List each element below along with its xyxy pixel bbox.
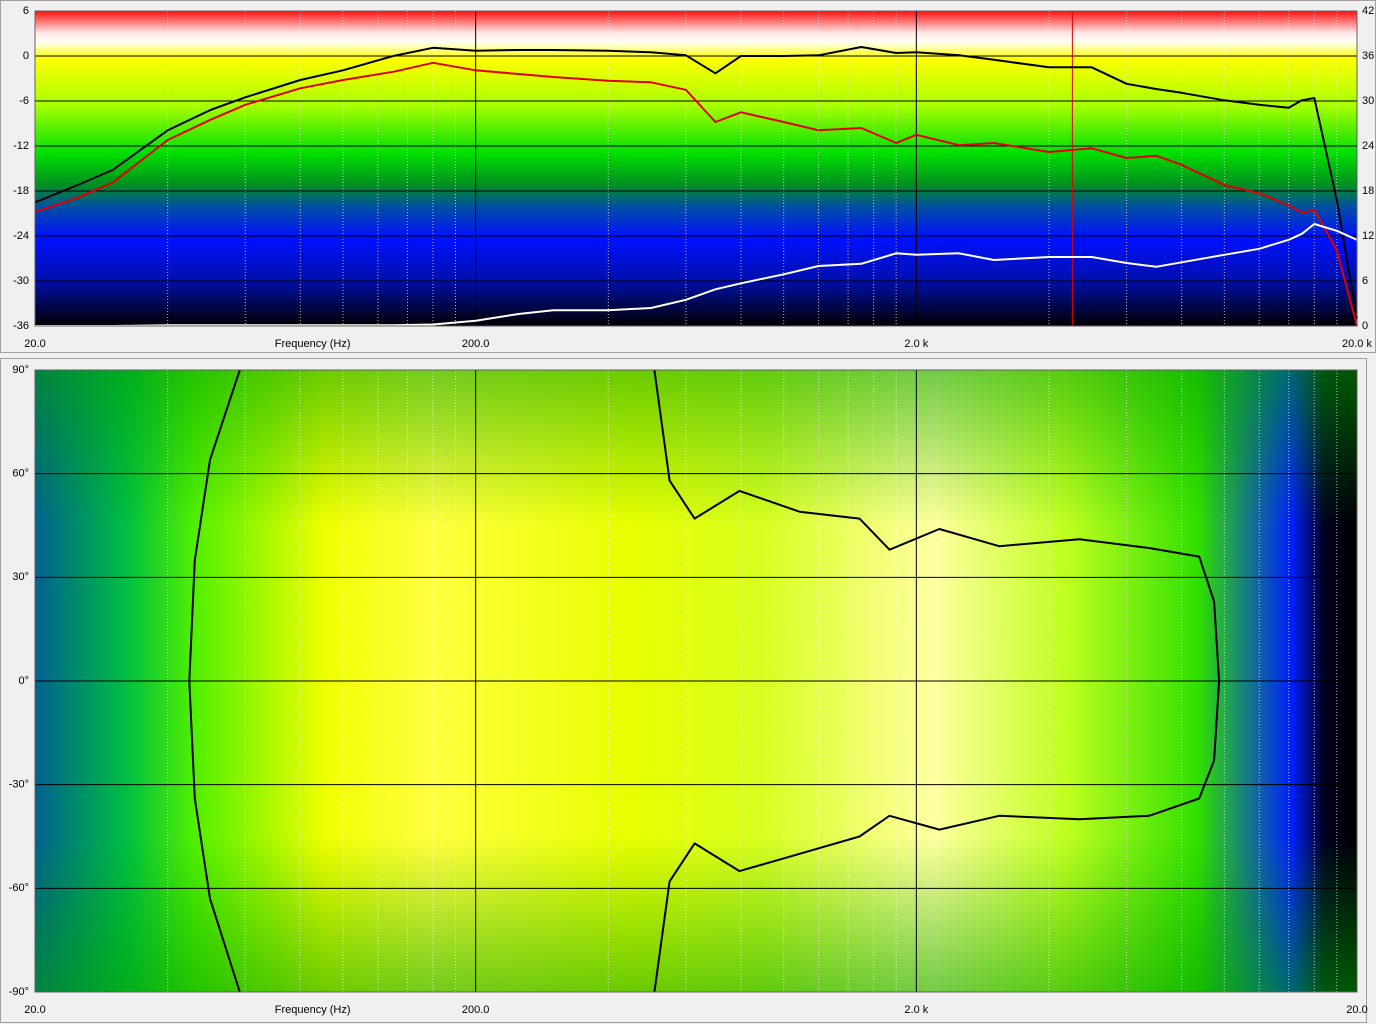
x-tick-label: 20.0 [24,338,45,350]
plot-frame [34,10,1358,327]
y-tick-label: 60° [12,468,29,480]
x-tick-label: 200.0 [462,338,490,350]
y-tick-label: -36 [13,320,29,332]
x-axis-label: Frequency (Hz) [275,1004,351,1016]
y-tick-label: -18 [13,185,29,197]
y2-tick-label: 18 [1362,185,1374,197]
x-tick-label: 20.0 [1346,1004,1367,1016]
y2-tick-label: 42 [1362,5,1374,17]
y-tick-label: -24 [13,230,29,242]
x-axis-label: Frequency (Hz) [275,338,351,350]
y2-tick-label: 30 [1362,95,1374,107]
y-tick-label: -30 [13,275,29,287]
x-tick-label: 2.0 k [904,338,928,350]
y2-tick-label: 24 [1362,140,1374,152]
y2-tick-label: 0 [1362,320,1368,332]
y-tick-label: -90° [9,986,29,998]
contour-line [188,369,1221,993]
response-line [35,223,1358,327]
y-tick-label: 6 [23,5,29,17]
x-tick-label: 20.0 k [1342,338,1372,350]
plot-frame [34,369,1358,993]
y-tick-label: 0° [18,675,29,687]
x-tick-label: 200.0 [462,1004,490,1016]
response-line [34,61,1358,327]
y2-tick-label: 36 [1362,50,1374,62]
y2-tick-label: 12 [1362,230,1374,242]
y-tick-label: 90° [12,364,29,376]
x-tick-label: 2.0 k [904,1004,928,1016]
y-tick-label: -6 [19,95,29,107]
y-tick-label: -60° [9,882,29,894]
y-tick-label: -30° [9,779,29,791]
response-line [34,46,1358,319]
y-tick-label: 0 [23,50,29,62]
plot-background [35,11,1357,326]
y-tick-label: -12 [13,140,29,152]
y2-tick-label: 6 [1362,275,1368,287]
x-tick-label: 20.0 [24,1004,45,1016]
y-tick-label: 30° [12,571,29,583]
